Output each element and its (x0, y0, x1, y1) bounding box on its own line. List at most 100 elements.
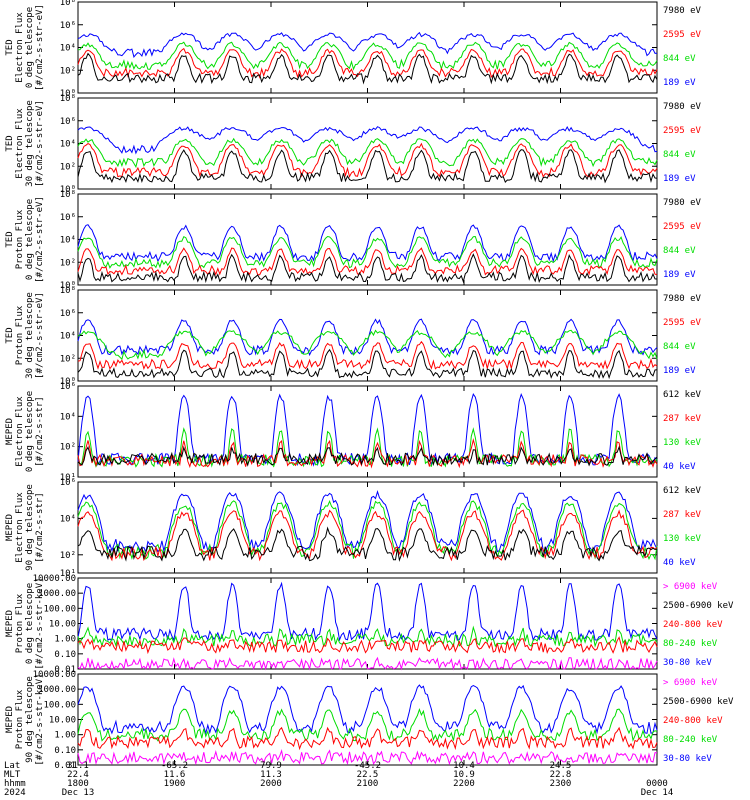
y-axis-label-ted-electron-0-2: 0 deg telescope (25, 7, 35, 88)
legend-ted-electron-30-2: 844 eV (663, 150, 696, 160)
x-col-4-2: 2200 (453, 779, 475, 789)
y-tick-label-meped-proton-90-6: 10000.00 (33, 670, 76, 680)
x-col-3-2: 2100 (357, 779, 379, 789)
y-axis-label-meped-proton-0-1: Proton Flux (15, 593, 25, 653)
series-line-ted-electron-0-3 (77, 52, 658, 85)
series-line-ted-proton-30-2 (77, 340, 658, 371)
y-axis-label-meped-electron-90-1: Electron Flux (15, 492, 25, 563)
y-axis-label-meped-electron-0-0: MEPED (5, 418, 15, 445)
y-axis-label-ted-proton-30-3: [#/cm2-s-str-eV] (35, 292, 45, 379)
legend-meped-proton-90-3: 80-240 keV (663, 735, 718, 745)
series-line-meped-proton-0-1 (77, 625, 658, 648)
y-axis-label-ted-electron-30-3: [#/cm2-s-str-eV] (35, 100, 45, 187)
panel-frame-meped-proton-90 (77, 673, 658, 766)
y-tick-label-ted-electron-0-1: 10² (60, 66, 76, 76)
y-tick-label-ted-proton-0-4: 10⁸ (60, 190, 76, 200)
legend-ted-proton-0-2: 844 eV (663, 246, 696, 256)
y-tick-label-meped-proton-90-2: 1.00 (54, 731, 76, 741)
x-col-5-2: 2300 (550, 779, 572, 789)
y-tick-label-meped-electron-0-3: 10⁶ (60, 382, 76, 392)
x-col-0-2: 1800 (67, 779, 89, 789)
legend-meped-electron-0-1: 287 keV (663, 414, 702, 424)
y-tick-label-ted-proton-30-0: 10⁰ (60, 377, 76, 387)
x-row-label-0: Lat (4, 761, 20, 771)
series-line-ted-proton-0-1 (77, 235, 658, 269)
series-line-meped-proton-0-3 (77, 656, 658, 671)
legend-ted-proton-30-3: 189 eV (663, 366, 696, 376)
legend-meped-electron-90-1: 287 keV (663, 510, 702, 520)
legend-ted-electron-0-0: 7980 eV (663, 6, 702, 16)
y-tick-label-meped-proton-0-5: 1000.00 (38, 589, 76, 599)
series-line-ted-proton-0-0 (77, 224, 658, 263)
x-col-3-1: 22.5 (357, 770, 379, 780)
series-line-meped-proton-90-3 (77, 748, 658, 766)
y-tick-label-ted-proton-0-0: 10⁰ (60, 281, 76, 291)
y-axis-label-ted-proton-0-1: Proton Flux (15, 209, 25, 269)
series-line-ted-electron-30-0 (77, 125, 658, 155)
y-axis-label-meped-electron-90-0: MEPED (5, 514, 15, 541)
y-axis-label-ted-proton-0-3: [#/cm2-s-str-eV] (35, 196, 45, 283)
legend-meped-electron-90-3: 40 keV (663, 558, 696, 568)
panel-frame-meped-proton-0 (77, 577, 658, 670)
legend-ted-proton-30-1: 2595 eV (663, 318, 702, 328)
series-line-meped-electron-90-2 (77, 509, 658, 562)
y-tick-label-ted-electron-30-3: 10⁶ (60, 117, 76, 127)
series-line-ted-proton-0-2 (77, 247, 658, 276)
y-axis-label-ted-proton-0-0: TED (5, 231, 15, 247)
series-line-meped-proton-90-0 (77, 684, 658, 735)
legend-ted-electron-30-3: 189 eV (663, 174, 696, 184)
y-axis-label-meped-proton-90-1: Proton Flux (15, 689, 25, 749)
y-tick-label-ted-electron-30-4: 10⁸ (60, 94, 76, 104)
x-col-1-2: 1900 (164, 779, 186, 789)
y-tick-label-meped-electron-0-1: 10² (60, 443, 76, 453)
series-line-ted-electron-30-1 (77, 137, 658, 169)
series-line-meped-electron-90-0 (77, 490, 658, 555)
x-col-2-0: 79.9 (260, 761, 282, 771)
panel-frame-ted-proton-30 (77, 289, 658, 382)
x-col-6-2: 0000 (646, 779, 668, 789)
y-tick-label-ted-proton-30-1: 10² (60, 354, 76, 364)
legend-meped-proton-90-4: 30-80 keV (663, 754, 712, 764)
y-tick-label-meped-proton-0-3: 10.00 (49, 620, 76, 630)
y-tick-label-ted-proton-0-3: 10⁶ (60, 213, 76, 223)
x-col-2-1: 11.3 (260, 770, 282, 780)
legend-meped-proton-0-4: 30-80 keV (663, 658, 712, 668)
y-axis-label-ted-proton-30-0: TED (5, 327, 15, 343)
y-tick-label-meped-proton-0-4: 100.00 (43, 604, 76, 614)
panel-frame-ted-proton-0 (77, 193, 658, 286)
series-line-meped-proton-90-1 (77, 707, 658, 743)
y-tick-label-ted-electron-0-4: 10⁸ (60, 0, 76, 8)
series-line-ted-electron-30-3 (77, 149, 658, 184)
y-tick-label-meped-proton-90-0: 0.01 (54, 761, 76, 771)
y-tick-label-meped-proton-0-6: 10000.00 (33, 574, 76, 584)
y-axis-label-meped-electron-0-1: Electron Flux (15, 396, 25, 467)
x-col-1-0: -65.2 (161, 761, 188, 771)
y-tick-label-ted-proton-0-1: 10² (60, 258, 76, 268)
legend-meped-electron-0-2: 130 keV (663, 438, 702, 448)
y-tick-label-ted-electron-0-2: 10⁴ (60, 44, 76, 54)
y-tick-label-ted-proton-30-2: 10⁴ (60, 332, 76, 342)
y-axis-label-meped-electron-90-3: [#/cm2-s-str] (35, 492, 45, 562)
legend-meped-proton-0-1: 2500-6900 keV (663, 601, 734, 611)
x-col-1-1: 11.6 (164, 770, 186, 780)
legend-ted-proton-0-3: 189 eV (663, 270, 696, 280)
y-tick-label-meped-electron-90-3: 10⁶ (60, 478, 76, 488)
y-tick-label-meped-electron-90-2: 10⁴ (60, 514, 76, 524)
series-line-meped-proton-0-2 (77, 636, 658, 655)
legend-ted-electron-30-0: 7980 eV (663, 102, 702, 112)
series-line-ted-electron-0-1 (77, 41, 658, 71)
legend-ted-proton-30-0: 7980 eV (663, 294, 702, 304)
y-tick-label-ted-electron-30-2: 10⁴ (60, 140, 76, 150)
series-line-meped-proton-0-0 (77, 581, 658, 642)
legend-meped-proton-0-2: 240-800 keV (663, 620, 723, 630)
y-axis-label-meped-electron-90-2: 90 deg telescope (25, 484, 35, 571)
y-axis-label-ted-electron-0-3: [#/cm2-s-str-eV] (35, 4, 45, 91)
legend-meped-electron-0-3: 40 keV (663, 462, 696, 472)
y-tick-label-meped-proton-90-3: 10.00 (49, 716, 76, 726)
x-col-0-3: Dec 13 (62, 788, 95, 798)
legend-ted-electron-0-3: 189 eV (663, 78, 696, 88)
y-axis-label-ted-proton-30-1: Proton Flux (15, 305, 25, 365)
x-col-0-1: 22.4 (67, 770, 89, 780)
series-line-meped-electron-90-3 (77, 526, 658, 562)
y-tick-label-meped-proton-0-0: 0.01 (54, 665, 76, 675)
